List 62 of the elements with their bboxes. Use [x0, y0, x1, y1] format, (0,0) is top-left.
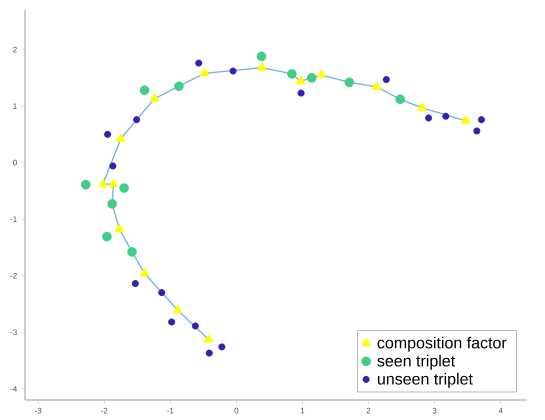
y-tick-label: 0 — [13, 160, 17, 166]
point — [206, 350, 213, 357]
x-tick-label: 1 — [300, 408, 304, 414]
point — [204, 334, 214, 342]
point — [287, 69, 297, 79]
point — [108, 178, 118, 188]
point — [218, 343, 226, 350]
legend-label: composition factor — [378, 336, 506, 352]
point — [473, 127, 480, 134]
x-tick-label: -2 — [101, 408, 108, 414]
point — [140, 268, 150, 276]
legend-label: seen triplet — [377, 354, 456, 370]
point — [80, 180, 91, 190]
point — [172, 304, 183, 314]
x-tick-label: -1 — [167, 408, 174, 414]
x-tick-label: 0 — [234, 408, 238, 414]
legend-label: unseen triplet — [378, 372, 473, 388]
point — [133, 116, 140, 124]
point — [102, 232, 112, 242]
point — [460, 115, 471, 124]
point — [107, 199, 117, 209]
point — [316, 69, 327, 78]
point — [195, 60, 202, 67]
point — [417, 102, 427, 111]
point — [256, 52, 266, 62]
point — [109, 162, 116, 170]
x-tick-label: 4 — [498, 408, 503, 414]
y-tick-label: -3 — [10, 329, 17, 336]
point — [168, 318, 176, 326]
point — [257, 62, 268, 71]
point — [119, 183, 129, 193]
point — [425, 114, 432, 122]
y-tick-label: -4 — [10, 386, 17, 392]
x-tick-label: -3 — [35, 408, 42, 414]
point — [230, 68, 237, 75]
point — [158, 289, 166, 296]
point — [382, 76, 390, 84]
point — [174, 82, 184, 92]
point — [132, 280, 139, 288]
point — [98, 178, 108, 188]
point — [140, 85, 150, 96]
point — [200, 68, 210, 76]
point — [150, 93, 160, 102]
x-tick-label: 2 — [366, 408, 370, 414]
point — [116, 133, 126, 142]
point — [104, 130, 112, 138]
point — [298, 90, 305, 97]
point — [395, 94, 405, 104]
point — [371, 81, 382, 90]
point — [114, 224, 124, 232]
point — [295, 76, 306, 84]
point — [127, 247, 137, 257]
point — [478, 116, 485, 124]
point — [192, 322, 199, 330]
point — [306, 73, 316, 83]
point — [344, 78, 354, 88]
y-tick-label: 1 — [13, 103, 17, 109]
point — [442, 112, 450, 120]
x-tick-label: 3 — [432, 408, 436, 414]
y-tick-label: -1 — [10, 216, 17, 222]
y-tick-label: 2 — [13, 46, 17, 52]
y-tick-label: -2 — [10, 272, 17, 278]
